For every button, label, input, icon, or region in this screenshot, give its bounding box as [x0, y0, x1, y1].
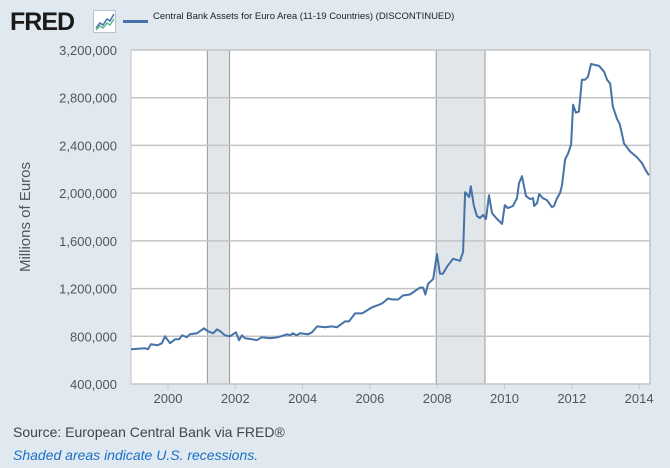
legend-label: Central Bank Assets for Euro Area (11-19… — [153, 11, 455, 22]
x-tick-label: 2000 — [154, 391, 183, 406]
y-tick-label: 2,400,000 — [59, 138, 117, 153]
x-tick-label: 2002 — [221, 391, 250, 406]
recession-band — [207, 50, 230, 384]
line-chart-icon — [93, 10, 116, 33]
x-tick-label: 2008 — [423, 391, 452, 406]
x-tick-label: 2010 — [490, 391, 519, 406]
series-line — [130, 63, 650, 351]
y-tick-label: 1,200,000 — [59, 282, 117, 297]
y-tick-label: 800,000 — [70, 329, 117, 344]
x-tick-label: 2006 — [355, 391, 384, 406]
y-tick-label: 3,200,000 — [59, 43, 117, 58]
recession-note: Shaded areas indicate U.S. recessions. — [13, 447, 259, 463]
legend-swatch — [123, 20, 148, 23]
source-text: Source: European Central Bank via FRED® — [13, 424, 285, 440]
y-tick-label: 400,000 — [70, 377, 117, 392]
y-tick-label: 1,600,000 — [59, 234, 117, 249]
x-tick-label: 2004 — [288, 391, 317, 406]
y-tick-label: 2,000,000 — [59, 186, 117, 201]
x-tick-label: 2012 — [557, 391, 586, 406]
y-axis-label: Millions of Euros — [17, 162, 34, 272]
y-tick-label: 2,800,000 — [59, 91, 117, 106]
x-tick-label: 2014 — [625, 391, 654, 406]
fred-logo: FRED — [10, 8, 75, 36]
